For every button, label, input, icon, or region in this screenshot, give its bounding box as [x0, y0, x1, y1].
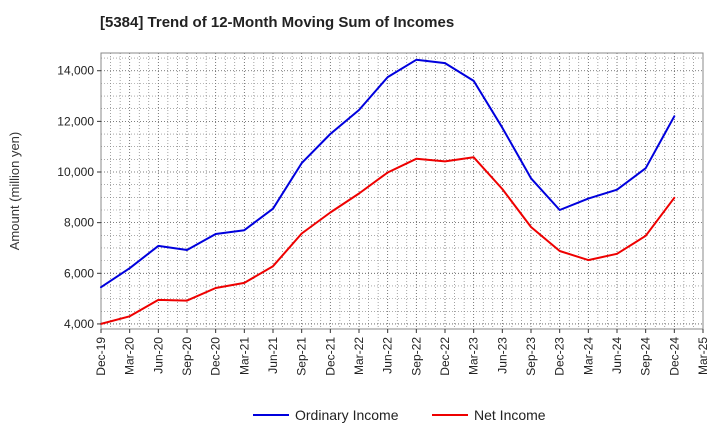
x-tick-label: Sep-24 [639, 337, 653, 376]
x-tick-label: Sep-23 [524, 337, 538, 376]
x-tick-label: Jun-24 [610, 337, 624, 374]
axis-layer: 4,000 6,000 8,000 10,000 12,000 14,000 Dec-19 M… [57, 64, 710, 376]
x-tick-label: Mar-21 [237, 337, 251, 375]
legend-label: Ordinary Income [295, 407, 399, 423]
x-tick-label: Jun-20 [151, 337, 165, 374]
x-tick-label: Dec-19 [94, 337, 108, 376]
series-layer [100, 58, 676, 325]
y-tick-label: 8,000 [64, 216, 94, 230]
y-axis-title: Amount (million yen) [7, 132, 22, 251]
x-tick-label: Dec-23 [553, 337, 567, 376]
x-tick-label: Jun-22 [381, 337, 395, 374]
x-tick-label: Dec-24 [667, 337, 681, 376]
legend-label: Net Income [474, 407, 546, 423]
y-tick-label: 6,000 [64, 266, 94, 280]
x-tick-label: Mar-20 [123, 337, 137, 375]
x-tick-label: Dec-22 [438, 337, 452, 376]
x-tick-label: Mar-22 [352, 337, 366, 375]
series-line-net-income [100, 156, 676, 325]
x-tick-label: Jun-23 [495, 337, 509, 374]
grid [100, 53, 704, 329]
legend: Ordinary Income Net Income [253, 407, 546, 423]
y-tick-label: 12,000 [57, 114, 94, 128]
x-tick-label: Mar-24 [581, 337, 595, 375]
series-line-ordinary-income [100, 58, 676, 289]
x-tick-label: Dec-21 [323, 337, 337, 376]
y-tick-label: 10,000 [57, 165, 94, 179]
chart-title: [5384] Trend of 12-Month Moving Sum of I… [100, 14, 455, 31]
x-tick-label: Dec-20 [209, 337, 223, 376]
x-tick-label: Jun-21 [266, 337, 280, 374]
y-tick-label: 4,000 [64, 317, 94, 331]
x-tick-label: Sep-21 [295, 337, 309, 376]
x-tick-label: Mar-25 [696, 337, 710, 375]
x-tick-label: Sep-22 [409, 337, 423, 376]
y-tick-label: 14,000 [57, 64, 94, 78]
x-tick-label: Sep-20 [180, 337, 194, 376]
x-tick-label: Mar-23 [467, 337, 481, 375]
plot-frame [100, 52, 704, 330]
